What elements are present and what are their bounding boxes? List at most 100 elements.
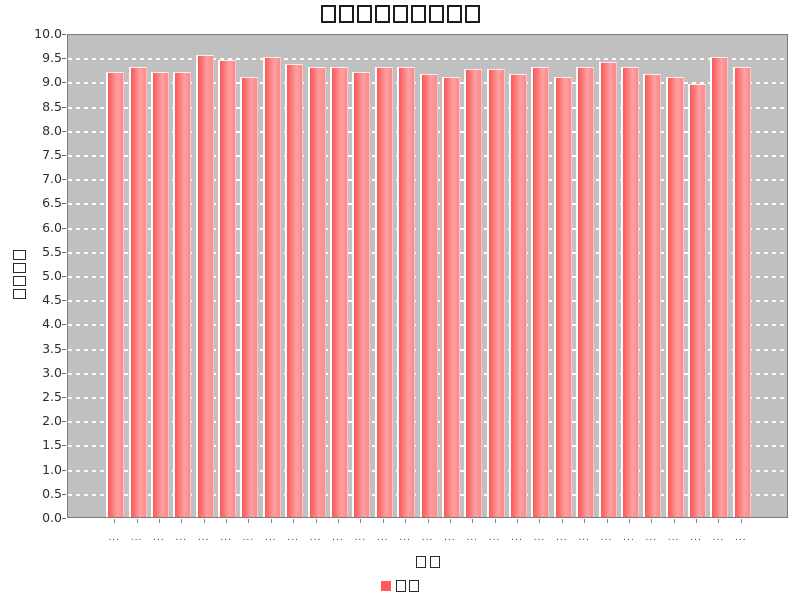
y-tick-mark xyxy=(62,58,66,60)
x-tick-mark xyxy=(360,519,362,523)
gridline xyxy=(68,58,787,61)
tofu-glyph xyxy=(410,5,426,23)
x-tick-mark xyxy=(539,519,541,523)
x-category-label: ... xyxy=(354,533,367,543)
y-tick-label: 7.0 xyxy=(42,171,62,187)
y-tick-mark xyxy=(62,348,66,350)
bar xyxy=(285,64,304,517)
bar xyxy=(620,66,639,517)
y-tick-label: 10.0 xyxy=(34,26,62,41)
x-category-label: ... xyxy=(667,533,680,543)
x-tick-mark xyxy=(651,519,653,523)
x-category-label: ... xyxy=(220,533,232,543)
tofu-glyph xyxy=(13,276,26,286)
x-category-label: ... xyxy=(242,533,255,543)
bar xyxy=(218,59,237,517)
plot-area xyxy=(67,34,788,518)
y-tick-label: 1.0 xyxy=(42,461,62,477)
bar xyxy=(643,74,662,517)
tofu-glyph xyxy=(446,5,462,23)
x-category-label: ... xyxy=(712,533,725,543)
x-category-label: ... xyxy=(533,533,546,543)
x-tick-mark xyxy=(696,519,698,523)
y-tick-label: 3.5 xyxy=(42,340,62,356)
y-tick-label: 1.5 xyxy=(42,437,62,453)
tofu-glyph xyxy=(428,5,444,23)
tofu-glyph xyxy=(320,5,336,23)
x-tick-mark xyxy=(158,519,160,523)
x-category-label: ... xyxy=(108,533,120,543)
y-tick-mark xyxy=(62,82,66,84)
legend xyxy=(0,580,800,592)
x-category-label: ... xyxy=(197,533,210,543)
x-tick-mark xyxy=(248,519,250,523)
bar xyxy=(419,74,438,517)
bar xyxy=(598,62,617,517)
bar xyxy=(397,66,416,517)
bar xyxy=(128,66,147,517)
x-tick-mark xyxy=(673,519,675,523)
x-tick-mark xyxy=(382,519,384,523)
y-tick-label: 2.5 xyxy=(42,389,62,404)
tofu-glyph xyxy=(396,580,406,592)
x-category-label: ... xyxy=(735,533,747,543)
x-tick-mark xyxy=(628,519,630,523)
x-tick-mark xyxy=(427,519,429,523)
x-tick-mark xyxy=(449,519,451,523)
tofu-glyph xyxy=(392,5,408,23)
x-category-label: ... xyxy=(130,533,143,543)
x-tick-mark xyxy=(270,519,272,523)
x-category-label: ... xyxy=(153,533,165,543)
legend-swatch xyxy=(381,581,391,591)
x-tick-mark xyxy=(517,519,519,523)
y-tick-label: 9.0 xyxy=(42,74,62,90)
tofu-glyph xyxy=(338,5,354,23)
x-category-label: ... xyxy=(645,533,658,543)
y-tick-label: 6.0 xyxy=(42,219,62,235)
y-tick-mark xyxy=(62,203,66,205)
x-tick-mark xyxy=(718,519,720,523)
bar xyxy=(688,83,707,517)
x-category-label: ... xyxy=(511,533,523,543)
tofu-glyph xyxy=(13,289,26,299)
x-category-label: ... xyxy=(421,533,434,543)
bar xyxy=(150,71,169,517)
tofu-glyph xyxy=(13,263,26,273)
y-tick-label: 9.5 xyxy=(42,50,62,66)
y-tick-mark xyxy=(62,34,66,35)
bar xyxy=(665,76,684,517)
x-category-label: ... xyxy=(578,533,590,543)
bar xyxy=(732,66,751,517)
y-tick-label: 3.0 xyxy=(42,364,62,380)
bar xyxy=(576,66,595,517)
x-category-label: ... xyxy=(399,533,411,543)
x-category-label: ... xyxy=(332,533,344,543)
x-category-label: ... xyxy=(466,533,479,543)
y-tick-label: 0.5 xyxy=(42,485,62,501)
y-tick-mark xyxy=(62,300,66,302)
y-tick-mark xyxy=(62,445,66,447)
bar xyxy=(262,57,281,517)
bar xyxy=(240,76,259,517)
x-tick-mark xyxy=(606,519,608,523)
x-tick-mark xyxy=(405,519,407,523)
legend-label xyxy=(396,580,419,592)
tofu-glyph xyxy=(13,250,26,260)
bar xyxy=(553,76,572,517)
y-tick-mark xyxy=(62,179,66,181)
y-tick-label: 5.5 xyxy=(42,243,62,259)
tofu-glyph xyxy=(356,5,372,23)
bar xyxy=(441,76,460,517)
y-tick-mark xyxy=(62,397,66,398)
x-category-label: ... xyxy=(175,533,188,543)
x-category-label: ... xyxy=(488,533,501,543)
y-tick-mark xyxy=(62,106,66,108)
y-tick-label: 8.5 xyxy=(42,98,62,114)
bar xyxy=(173,71,192,517)
x-tick-mark xyxy=(181,519,183,523)
bar xyxy=(329,66,348,517)
x-tick-mark xyxy=(561,519,563,523)
y-tick-mark xyxy=(62,130,66,132)
bar xyxy=(710,57,729,517)
y-tick-mark xyxy=(62,324,66,326)
